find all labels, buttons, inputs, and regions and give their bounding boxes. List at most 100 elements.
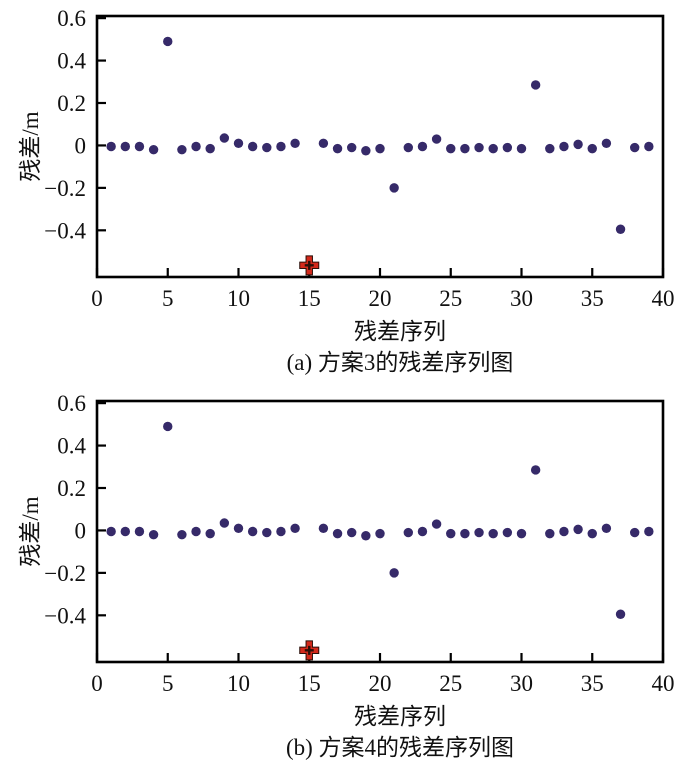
data-point [488, 143, 498, 154]
data-point [488, 528, 498, 539]
data-point [120, 141, 130, 152]
data-point [502, 527, 513, 538]
data-point [134, 141, 145, 152]
data-point [630, 527, 640, 538]
data-point [375, 528, 385, 539]
data-point [644, 526, 654, 537]
x-tick-label: 15 [298, 286, 321, 311]
data-point [191, 141, 201, 152]
data-point [502, 142, 513, 153]
y-tick-label: −0.2 [44, 561, 86, 586]
data-point [573, 139, 583, 150]
data-point [431, 519, 442, 529]
data-point [389, 568, 399, 578]
x-tick-label: 35 [581, 286, 604, 311]
data-point [318, 523, 329, 534]
data-point [644, 141, 654, 152]
y-axis-label: 残差/m [18, 496, 43, 566]
data-point [389, 183, 399, 193]
y-tick-label: 0 [75, 518, 87, 543]
y-tick-label: 0.6 [57, 391, 86, 416]
x-tick-label: 30 [510, 671, 533, 696]
data-point [474, 142, 484, 153]
panel-scheme4: 0 5 10 15 20 25 30 35 40 0.6 0.4 0.2 0 −0.2 −0.4 残差序列 残差… [0, 385, 700, 766]
data-point [247, 141, 258, 152]
data-point [247, 526, 258, 537]
data-point [630, 142, 640, 153]
data-point [233, 523, 244, 534]
data-point [417, 526, 428, 537]
x-tick-label: 20 [369, 671, 392, 696]
data-point [318, 138, 329, 149]
scatter-chart-scheme4: 0 5 10 15 20 25 30 35 40 0.6 0.4 0.2 0 −0.2 −0.4 残差序列 残差… [18, 391, 675, 729]
x-tick-label: 10 [227, 671, 250, 696]
data-point [545, 143, 555, 154]
y-tick-label: 0.2 [57, 476, 86, 501]
data-point [177, 529, 187, 540]
data-point [276, 526, 286, 537]
data-point [530, 80, 541, 90]
data-point [233, 138, 244, 149]
data-point [545, 528, 555, 539]
y-tick-label: 0.6 [57, 6, 86, 31]
data-point [615, 224, 626, 234]
axis-frame [95, 399, 665, 664]
axis-frame [95, 14, 665, 279]
y-tick-label: −0.4 [44, 603, 86, 628]
y-tick-label: 0.2 [57, 91, 86, 116]
data-point [516, 528, 527, 539]
x-tick-label: 25 [439, 671, 462, 696]
data-point [262, 142, 272, 153]
data-point [559, 141, 569, 152]
data-point [120, 526, 130, 537]
data-point [347, 527, 357, 538]
outlier-cross-marker-core [304, 260, 314, 270]
data-point [446, 528, 456, 539]
x-tick-label: 0 [91, 671, 103, 696]
data-point [134, 526, 145, 537]
data-point [361, 146, 371, 156]
data-point [191, 526, 201, 537]
data-point [332, 528, 343, 539]
data-point [601, 523, 612, 534]
x-tick-label: 0 [91, 286, 103, 311]
data-point [530, 465, 541, 475]
panel-caption-b: (b) 方案4的残差序列图 [285, 735, 515, 760]
data-point [148, 144, 159, 155]
panel-caption-a: (a) 方案3的残差序列图 [286, 350, 514, 375]
data-point [205, 528, 215, 539]
x-tick-label: 10 [227, 286, 250, 311]
y-tick-label: 0.4 [57, 49, 86, 74]
y-tick-label: −0.4 [44, 218, 86, 243]
y-tick-label: 0 [75, 133, 87, 158]
data-point [163, 36, 173, 47]
data-point [615, 609, 626, 619]
data-point [403, 527, 413, 538]
x-tick-label: 35 [581, 671, 604, 696]
data-point [276, 141, 286, 152]
data-point [474, 527, 484, 538]
x-tick-label: 30 [510, 286, 533, 311]
data-point [332, 143, 343, 154]
data-point [219, 518, 230, 528]
panel-scheme3: 0 5 10 15 20 25 30 35 40 0.6 0.4 0.2 0 −0.2 −0.4 残差序列 残差… [18, 6, 675, 375]
x-tick-label: 40 [652, 286, 675, 311]
data-point [106, 526, 116, 537]
data-point [106, 141, 116, 152]
x-tick-label: 15 [298, 671, 321, 696]
data-point [559, 526, 569, 537]
x-tick-label: 5 [162, 286, 174, 311]
data-point [177, 144, 187, 155]
outlier-cross-marker-core [304, 645, 314, 655]
data-point [290, 138, 300, 149]
x-tick-label: 5 [162, 671, 174, 696]
data-point [573, 524, 583, 535]
x-tick-label: 40 [652, 671, 675, 696]
data-point [262, 527, 272, 538]
x-axis-label: 残差序列 [354, 704, 446, 729]
data-point [601, 138, 612, 149]
x-axis-label: 残差序列 [354, 319, 446, 344]
data-point [361, 531, 371, 541]
y-tick-label: −0.2 [44, 176, 86, 201]
